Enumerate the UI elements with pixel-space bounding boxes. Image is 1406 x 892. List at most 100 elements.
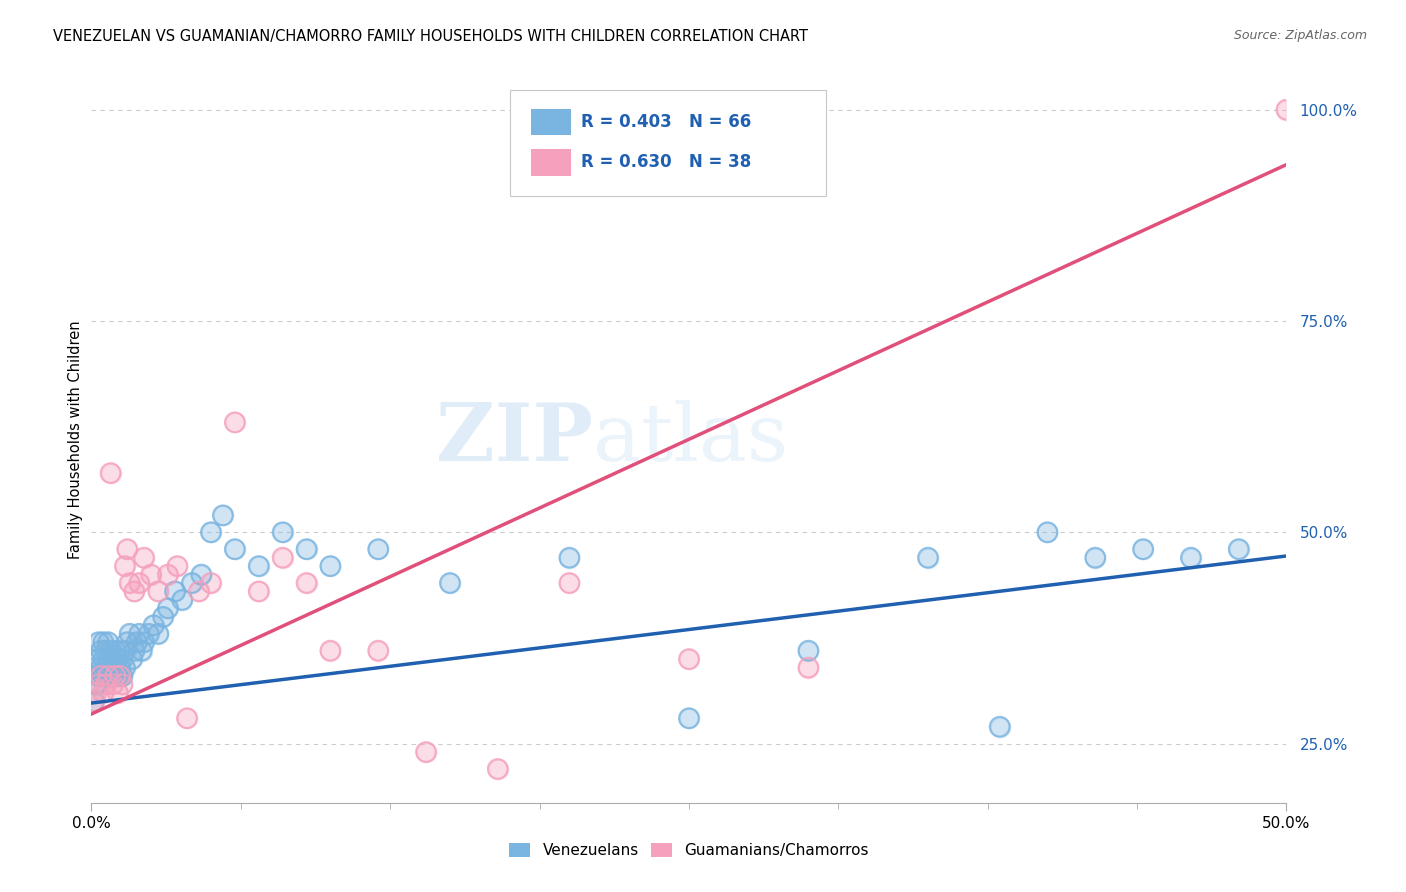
Point bbox=[1275, 103, 1298, 117]
Point bbox=[224, 542, 246, 557]
Point bbox=[124, 584, 146, 599]
Point bbox=[93, 669, 114, 683]
Point bbox=[100, 660, 122, 674]
Point bbox=[271, 550, 294, 565]
Point bbox=[104, 660, 127, 674]
Point bbox=[100, 466, 122, 480]
Point bbox=[94, 643, 117, 657]
Point bbox=[247, 584, 270, 599]
Point bbox=[100, 660, 122, 674]
Point bbox=[107, 686, 129, 700]
Point bbox=[87, 677, 110, 691]
Point bbox=[93, 686, 114, 700]
Point bbox=[166, 559, 188, 574]
Point bbox=[93, 686, 114, 700]
Point bbox=[83, 694, 105, 708]
Point bbox=[94, 660, 117, 674]
Point bbox=[104, 660, 127, 674]
Point bbox=[319, 559, 342, 574]
Point bbox=[247, 559, 270, 574]
Point bbox=[558, 576, 581, 591]
Point bbox=[107, 669, 129, 683]
Point bbox=[100, 466, 122, 480]
Point bbox=[124, 584, 146, 599]
Point bbox=[114, 559, 136, 574]
Point bbox=[101, 669, 124, 683]
Point bbox=[211, 508, 233, 523]
Point bbox=[101, 677, 124, 691]
Point bbox=[190, 567, 212, 582]
Point bbox=[132, 635, 155, 649]
Point bbox=[138, 626, 160, 640]
Text: R = 0.630   N = 38: R = 0.630 N = 38 bbox=[582, 153, 752, 171]
Point bbox=[115, 542, 138, 557]
Point bbox=[84, 660, 107, 674]
Point bbox=[108, 669, 131, 683]
Point bbox=[97, 669, 120, 683]
Point bbox=[224, 416, 246, 430]
Point bbox=[104, 643, 127, 657]
Point bbox=[558, 550, 581, 565]
Point bbox=[111, 652, 134, 666]
Point bbox=[108, 669, 131, 683]
Text: Source: ZipAtlas.com: Source: ZipAtlas.com bbox=[1233, 29, 1367, 42]
Point bbox=[104, 669, 127, 683]
Point bbox=[295, 542, 318, 557]
Point bbox=[190, 567, 212, 582]
Point bbox=[295, 576, 318, 591]
Text: atlas: atlas bbox=[593, 401, 789, 478]
Point bbox=[132, 550, 155, 565]
Point bbox=[367, 643, 389, 657]
Point bbox=[87, 669, 110, 683]
Point bbox=[115, 635, 138, 649]
Text: VENEZUELAN VS GUAMANIAN/CHAMORRO FAMILY HOUSEHOLDS WITH CHILDREN CORRELATION CHA: VENEZUELAN VS GUAMANIAN/CHAMORRO FAMILY … bbox=[53, 29, 808, 44]
Point bbox=[104, 643, 127, 657]
Point bbox=[1275, 103, 1298, 117]
Point bbox=[131, 643, 153, 657]
Point bbox=[319, 559, 342, 574]
Point bbox=[1084, 550, 1107, 565]
Point bbox=[271, 525, 294, 540]
Point bbox=[415, 745, 437, 759]
Point bbox=[180, 576, 202, 591]
Point bbox=[90, 643, 112, 657]
Point bbox=[94, 677, 117, 691]
Point bbox=[247, 584, 270, 599]
Point bbox=[118, 576, 141, 591]
Point bbox=[367, 643, 389, 657]
FancyBboxPatch shape bbox=[509, 90, 827, 195]
Point bbox=[132, 635, 155, 649]
Point bbox=[90, 660, 112, 674]
Text: ZIP: ZIP bbox=[436, 401, 593, 478]
Point bbox=[97, 652, 120, 666]
Point bbox=[108, 660, 131, 674]
FancyBboxPatch shape bbox=[531, 109, 571, 136]
Point bbox=[90, 643, 112, 657]
Point bbox=[211, 508, 233, 523]
FancyBboxPatch shape bbox=[531, 149, 571, 176]
Point bbox=[224, 416, 246, 430]
Point bbox=[90, 660, 112, 674]
Point bbox=[156, 601, 179, 615]
Point bbox=[115, 542, 138, 557]
Point bbox=[93, 635, 114, 649]
Point bbox=[132, 550, 155, 565]
Point bbox=[439, 576, 461, 591]
Point bbox=[558, 550, 581, 565]
Point bbox=[247, 559, 270, 574]
Point bbox=[988, 720, 1011, 734]
Point bbox=[125, 635, 148, 649]
Point bbox=[176, 711, 198, 725]
Point bbox=[486, 762, 509, 776]
Point bbox=[678, 711, 700, 725]
Point bbox=[187, 584, 211, 599]
Point bbox=[93, 652, 114, 666]
Point bbox=[187, 584, 211, 599]
Point bbox=[988, 720, 1011, 734]
Point bbox=[97, 669, 120, 683]
Point bbox=[128, 576, 150, 591]
Point bbox=[84, 677, 107, 691]
Point bbox=[97, 652, 120, 666]
Point bbox=[367, 542, 389, 557]
Point bbox=[114, 660, 136, 674]
